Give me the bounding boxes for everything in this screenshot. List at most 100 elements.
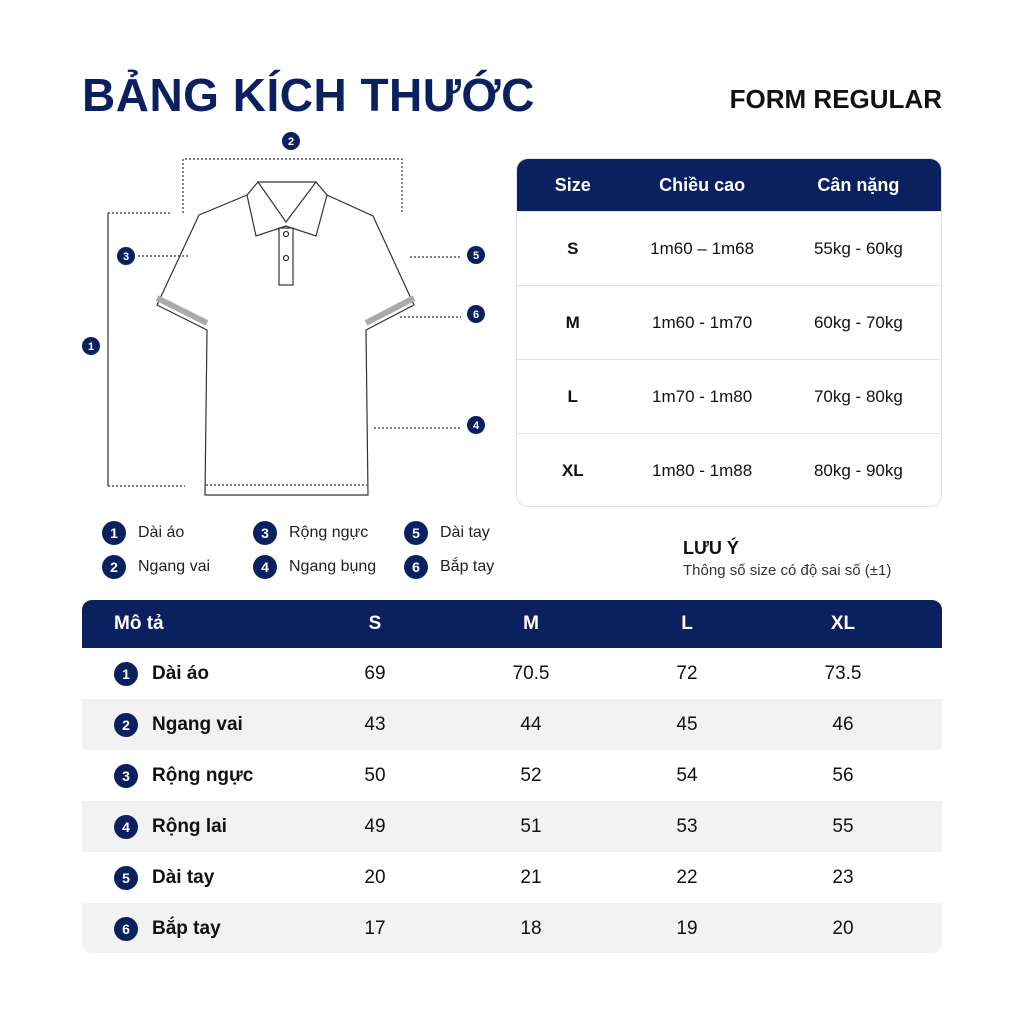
form-label: FORM REGULAR	[729, 84, 942, 114]
row-label-text: Dài tay	[152, 866, 215, 888]
value-cell: 19	[676, 917, 698, 939]
placket	[278, 227, 294, 286]
size-cell: L	[567, 386, 578, 406]
table-row: M 1m60 - 1m70 60kg - 70kg	[517, 285, 941, 359]
legend-label: Ngang bụng	[289, 558, 377, 575]
legend-label: Ngang vai	[138, 558, 211, 575]
weight-cell: 60kg - 70kg	[813, 312, 903, 332]
table-row: 4 Rộng lai 49 51 53 55	[82, 801, 942, 852]
value-cell: 21	[520, 866, 542, 888]
size-cell: M	[565, 312, 580, 332]
value-cell: 17	[364, 917, 386, 939]
row-label: 5 Dài tay	[82, 865, 297, 890]
note: LƯU Ý Thông số size có độ sai số (±1)	[683, 538, 891, 579]
value-cell: 23	[832, 866, 854, 888]
weight-cell: 55kg - 60kg	[813, 238, 903, 258]
value-cell: 51	[520, 815, 542, 837]
row-label: 1 Dài áo	[82, 661, 297, 686]
measurement-table-header: Mô tả S M L XL	[82, 600, 942, 648]
height-cell: 1m60 - 1m70	[652, 312, 753, 332]
value-cell: 54	[676, 764, 698, 786]
value-cell: 55	[832, 815, 854, 837]
value-cell: 44	[520, 713, 542, 735]
table-row: 2 Ngang vai 43 44 45 46	[82, 699, 942, 750]
header-l: L	[681, 613, 693, 634]
value-cell: 56	[832, 764, 854, 786]
table-row: 1 Dài áo 69 70.5 72 73.5	[82, 648, 942, 699]
badge: 3	[253, 521, 277, 545]
badge: 6	[404, 555, 428, 579]
row-label-text: Bắp tay	[152, 917, 221, 939]
value-cell: 53	[676, 815, 698, 837]
badge: 3	[114, 763, 138, 788]
marker-1: 1	[88, 341, 94, 353]
value-cell: 69	[364, 662, 386, 684]
marker-4: 4	[473, 420, 480, 432]
height-cell: 1m80 - 1m88	[652, 460, 753, 480]
value-cell: 20	[364, 866, 386, 888]
value-cell: 22	[676, 866, 698, 888]
badge: 1	[102, 521, 126, 545]
legend-item: 3 Rộng ngực	[253, 521, 368, 545]
size-cell: S	[567, 238, 579, 258]
header-s: S	[368, 613, 382, 634]
value-cell: 46	[832, 713, 854, 735]
table-row: 5 Dài tay 20 21 22 23	[82, 852, 942, 903]
badge: 2	[114, 712, 138, 737]
table-row: 6 Bắp tay 17 18 19 20	[82, 903, 942, 953]
header-xl: XL	[830, 613, 856, 634]
row-label: 6 Bắp tay	[82, 916, 297, 941]
legend-label: Rộng ngực	[289, 524, 369, 541]
value-cell: 49	[364, 815, 386, 837]
row-label: 4 Rộng lai	[82, 814, 297, 839]
value-cell: 45	[676, 713, 698, 735]
header-size: Size	[554, 174, 591, 195]
note-text: Thông số size có độ sai số (±1)	[683, 562, 892, 579]
header-weight: Cân nặng	[817, 174, 900, 195]
table-row: 3 Rộng ngực 50 52 54 56	[82, 750, 942, 801]
legend-item: 6 Bắp tay	[404, 555, 494, 579]
row-label-text: Ngang vai	[152, 713, 243, 735]
header-m: M	[523, 613, 539, 634]
polo-shirt-diagram: 1 2 3 4 5 6	[82, 132, 485, 496]
marker-5: 5	[473, 250, 479, 262]
collar	[246, 181, 328, 237]
weight-cell: 70kg - 80kg	[813, 386, 903, 406]
legend-item: 5 Dài tay	[404, 521, 490, 545]
value-cell: 72	[676, 662, 698, 684]
note-heading: LƯU Ý	[683, 538, 739, 558]
table-row: S 1m60 – 1m68 55kg - 60kg	[517, 211, 941, 285]
value-cell: 18	[520, 917, 542, 939]
badge: 5	[404, 521, 428, 545]
table-row: XL 1m80 - 1m88 80kg - 90kg	[517, 433, 941, 506]
table-row: L 1m70 - 1m80 70kg - 80kg	[517, 359, 941, 433]
size-table: Size Chiều cao Cân nặng S 1m60 – 1m68 55kg…	[516, 158, 942, 507]
legend-item: 2 Ngang vai	[102, 555, 210, 579]
weight-cell: 80kg - 90kg	[813, 460, 903, 480]
header-description: Mô tả	[114, 613, 164, 634]
badge: 6	[114, 916, 138, 941]
row-label: 3 Rộng ngực	[82, 763, 297, 788]
legend-label: Bắp tay	[440, 558, 495, 575]
row-label-text: Rộng lai	[152, 815, 227, 837]
row-label-text: Rộng ngực	[152, 764, 254, 786]
height-cell: 1m60 – 1m68	[650, 238, 755, 258]
badge: 4	[253, 555, 277, 579]
badge: 4	[114, 814, 138, 839]
legend-label: Dài áo	[138, 524, 185, 541]
header-height: Chiều cao	[659, 174, 746, 195]
value-cell: 43	[364, 713, 386, 735]
row-label: 2 Ngang vai	[82, 712, 297, 737]
legend-label: Dài tay	[440, 524, 490, 541]
legend-item: 4 Ngang bụng	[253, 555, 376, 579]
value-cell: 50	[364, 764, 386, 786]
badge: 1	[114, 661, 138, 686]
marker-2: 2	[288, 136, 294, 148]
value-cell: 73.5	[824, 662, 862, 684]
value-cell: 52	[520, 764, 542, 786]
marker-3: 3	[123, 251, 129, 263]
value-cell: 70.5	[512, 662, 550, 684]
marker-6: 6	[473, 309, 479, 321]
measurement-table: Mô tả S M L XL 1 Dài áo 69 70.5 72 73.5 2 Ngang…	[82, 600, 942, 953]
height-cell: 1m70 - 1m80	[652, 386, 753, 406]
